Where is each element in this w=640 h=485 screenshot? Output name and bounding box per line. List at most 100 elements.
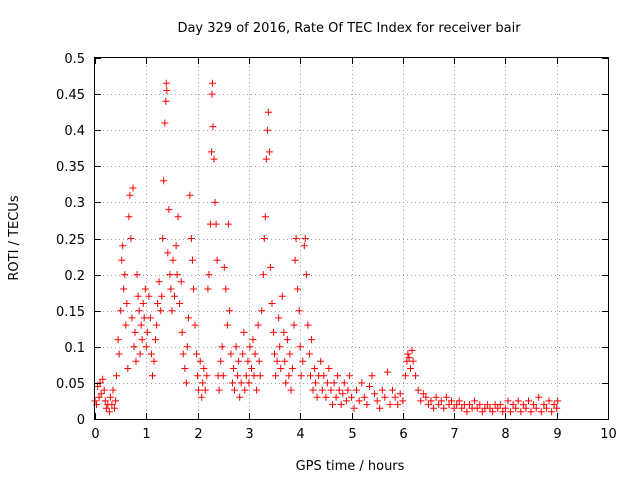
- data-point: [254, 321, 262, 329]
- data-point: [355, 397, 363, 405]
- data-point: [179, 350, 187, 358]
- data-point: [391, 393, 399, 401]
- data-point: [353, 386, 361, 394]
- data-point: [237, 379, 245, 387]
- data-series-roti: [91, 79, 562, 416]
- data-point: [489, 408, 497, 416]
- data-point: [463, 408, 471, 416]
- data-point: [358, 379, 366, 387]
- data-point: [99, 375, 107, 383]
- plot-frame: [94, 57, 609, 420]
- y-tick-label: 0.15: [56, 305, 85, 320]
- data-point: [229, 379, 236, 387]
- x-tick-label: 2: [194, 427, 202, 442]
- data-point: [519, 401, 527, 409]
- x-tick-label: 4: [296, 427, 304, 442]
- data-point: [553, 404, 561, 412]
- data-point: [450, 404, 458, 412]
- data-point: [466, 401, 473, 409]
- data-point: [167, 285, 175, 293]
- data-point: [149, 372, 156, 380]
- data-point: [291, 256, 299, 264]
- data-point: [307, 372, 314, 380]
- data-point: [189, 256, 196, 264]
- data-point: [154, 300, 162, 307]
- data-point: [223, 321, 231, 329]
- data-point: [527, 408, 535, 416]
- data-point: [281, 357, 289, 365]
- data-point: [545, 397, 553, 405]
- data-point: [344, 386, 352, 394]
- data-point: [419, 390, 427, 398]
- data-point: [517, 408, 525, 416]
- data-point: [195, 386, 203, 394]
- data-point: [108, 401, 116, 409]
- data-point: [297, 372, 305, 380]
- data-point: [210, 155, 218, 163]
- x-tick-label: 7: [450, 427, 458, 442]
- data-point: [512, 404, 520, 412]
- data-point: [522, 404, 530, 412]
- data-point: [458, 404, 466, 412]
- data-point: [208, 148, 215, 156]
- data-point: [112, 397, 119, 405]
- data-point: [476, 401, 484, 409]
- data-point: [158, 292, 166, 300]
- data-point: [199, 379, 207, 387]
- data-point: [198, 393, 206, 401]
- data-point: [473, 404, 481, 412]
- y-tick-label: 0.05: [56, 377, 85, 392]
- data-point: [283, 336, 291, 344]
- data-point: [166, 271, 174, 279]
- data-point: [129, 184, 137, 192]
- x-tick-label: 6: [399, 427, 407, 442]
- data-point: [483, 401, 491, 409]
- data-point: [213, 256, 221, 264]
- data-point: [117, 307, 125, 315]
- data-point: [312, 379, 320, 387]
- data-point: [218, 343, 226, 351]
- data-point: [168, 307, 176, 315]
- data-point: [114, 336, 122, 344]
- data-point: [535, 393, 543, 401]
- data-point: [159, 235, 167, 242]
- data-point: [255, 357, 263, 365]
- data-point: [160, 177, 168, 185]
- data-point: [339, 390, 347, 398]
- data-point: [259, 271, 267, 279]
- data-point: [231, 386, 238, 394]
- data-point: [178, 328, 186, 336]
- data-point: [401, 372, 409, 380]
- data-point: [330, 379, 338, 387]
- data-point: [152, 336, 159, 344]
- data-point: [430, 404, 438, 412]
- data-point: [204, 285, 212, 293]
- data-point: [208, 90, 216, 98]
- data-point: [296, 343, 304, 351]
- data-point: [181, 365, 189, 372]
- data-point: [435, 401, 443, 409]
- data-point: [332, 393, 340, 401]
- data-point: [404, 350, 412, 358]
- data-point: [320, 372, 328, 380]
- data-point: [342, 397, 350, 405]
- data-point: [424, 401, 432, 409]
- data-point: [171, 292, 178, 300]
- data-point: [200, 365, 208, 372]
- x-tick-label: 0: [91, 427, 99, 442]
- data-point: [227, 350, 235, 358]
- x-tick-label: 10: [600, 427, 617, 442]
- data-point: [394, 401, 402, 409]
- data-point: [265, 148, 273, 156]
- data-point: [272, 372, 280, 380]
- data-point: [249, 336, 257, 344]
- data-point: [448, 397, 455, 405]
- y-tick-label: 0.25: [56, 233, 85, 248]
- data-point: [275, 314, 283, 322]
- data-point: [360, 393, 368, 401]
- data-point: [323, 379, 331, 387]
- data-point: [162, 97, 170, 105]
- data-point: [230, 365, 237, 372]
- data-point: [282, 379, 290, 387]
